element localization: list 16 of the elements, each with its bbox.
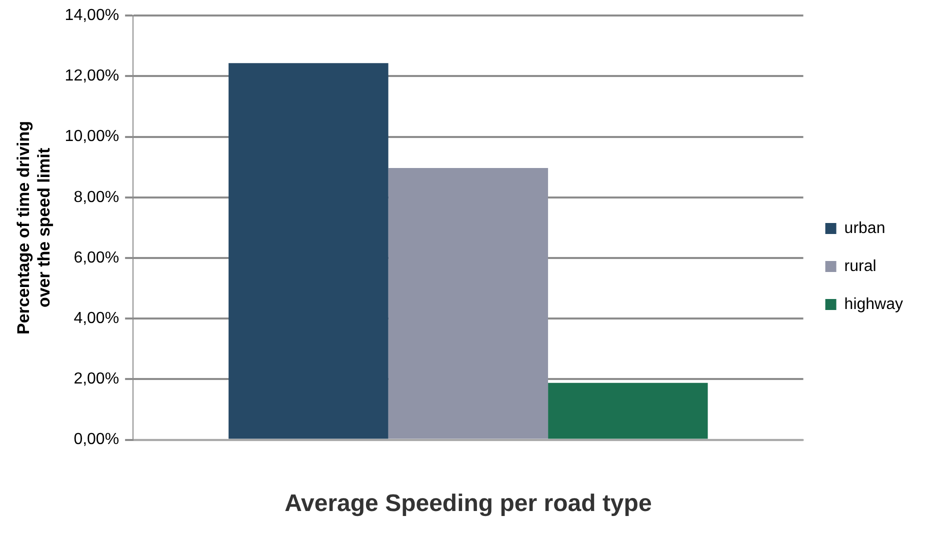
legend-label: highway (844, 296, 903, 313)
y-tick-label: 6,00% (74, 249, 120, 266)
y-tick-label: 14,00% (64, 7, 120, 24)
legend-label: rural (844, 258, 876, 275)
legend-label: urban (844, 220, 886, 237)
bar (228, 63, 388, 439)
x-axis-title: Average Speeding per road type (284, 490, 652, 518)
y-tick-label: 2,00% (74, 370, 120, 388)
y-tick-label: 4,00% (74, 310, 120, 328)
y-tick-label: 0,00% (74, 431, 120, 448)
y-tick-label: 10,00% (64, 128, 120, 146)
y-axis-title: Percentage of time driving over the speed limit (14, 120, 54, 334)
y-tick-label: 8,00% (74, 188, 120, 206)
bar (548, 382, 708, 439)
bar (388, 168, 548, 439)
y-tick-label: 12,00% (64, 68, 120, 85)
